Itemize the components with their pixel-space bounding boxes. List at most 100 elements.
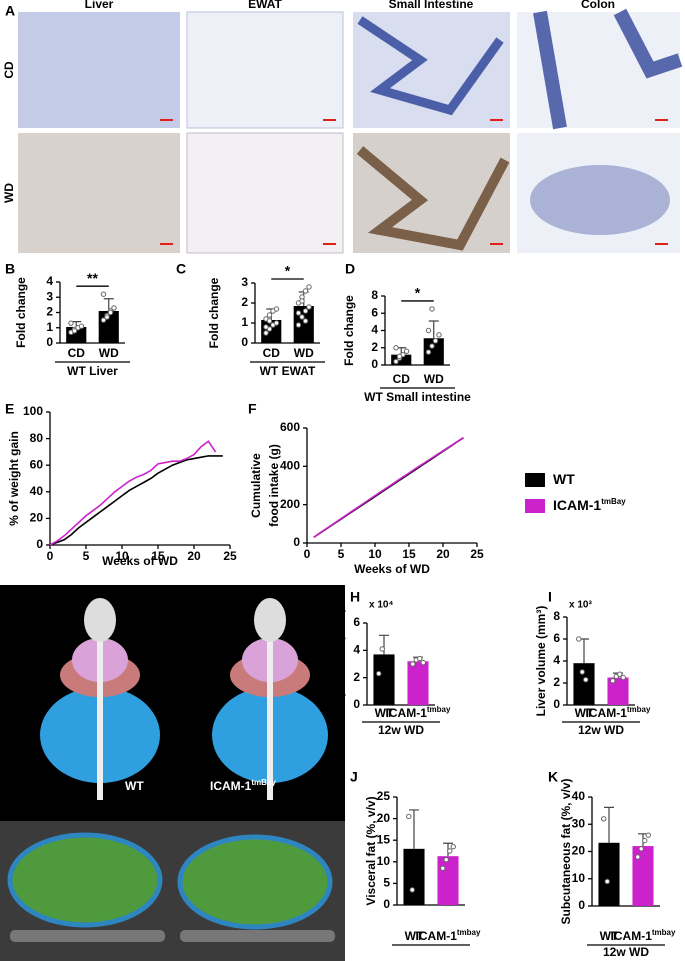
x-tick-label-sup: tmbay <box>652 928 676 937</box>
x-tick-label-main: WT <box>575 706 594 720</box>
y-tick-label: 20 <box>572 844 586 858</box>
x-axis-label: Weeks of WD <box>102 554 178 568</box>
y-tick-label: 1 <box>241 315 248 329</box>
data-point <box>111 305 117 311</box>
x-tick-label-main: ICAM-1 <box>586 706 628 720</box>
ct-section <box>7 832 163 928</box>
y-axis-label: Fold change <box>342 295 356 366</box>
y-tick-label: 20 <box>30 511 44 525</box>
y-axis-label: Body volume (mm³) <box>332 608 346 720</box>
data-point <box>583 677 589 683</box>
panel-letter: C <box>176 261 186 277</box>
x-tick-label: WT <box>600 929 619 943</box>
y-axis-label: % of weight gain <box>7 431 21 526</box>
panel-letter: J <box>350 769 358 785</box>
panel-letter: E <box>5 401 14 417</box>
x-tick-label: CD <box>263 346 281 360</box>
significance-label: * <box>415 285 421 301</box>
x-tick-label: WT <box>575 706 594 720</box>
data-point <box>447 848 453 854</box>
data-point <box>107 309 114 316</box>
y-axis-label: Visceral fat (%, v/v) <box>364 796 378 905</box>
x-tick-label-main: ICAM-1 <box>386 706 428 720</box>
y-tick-label: 8 <box>553 609 560 623</box>
image-label-main: WT <box>125 779 144 793</box>
data-point <box>266 312 273 318</box>
bar <box>423 338 444 365</box>
data-point <box>299 314 305 320</box>
data-point <box>306 284 312 290</box>
data-point <box>429 306 435 312</box>
x-tick-label: 25 <box>470 547 484 561</box>
ct-bed <box>180 930 335 942</box>
y-tick-label: 30 <box>572 816 586 830</box>
series-line <box>49 455 223 546</box>
panel-letter: H <box>350 589 360 605</box>
data-point <box>100 317 107 323</box>
data-point <box>432 338 439 344</box>
y-tick-label: 6 <box>371 305 378 319</box>
panel-g-images <box>0 585 345 961</box>
y-tick-label: 20 <box>377 811 391 825</box>
y-tick-label: 3 <box>46 289 53 303</box>
data-point <box>295 322 302 328</box>
y-axis-label: Fold change <box>14 277 28 348</box>
y-tick-label: 60 <box>30 457 44 471</box>
y-tick-label: 0 <box>371 357 378 371</box>
row-label: WD <box>2 183 16 203</box>
data-point <box>68 320 74 326</box>
data-point <box>302 308 309 314</box>
x-tick-label-main: WT <box>375 706 394 720</box>
x-tick-label: ICAM-1tmbay <box>586 705 651 721</box>
x-tick-label: WT <box>375 706 394 720</box>
micrograph <box>18 133 180 253</box>
micrograph-tissue <box>356 146 510 251</box>
y-tick-label: 2 <box>353 670 360 684</box>
x-tick-label: 0 <box>304 547 311 561</box>
group-label: 12w WD <box>603 945 649 959</box>
group-label: WT EWAT <box>260 364 316 378</box>
data-point <box>610 678 616 684</box>
series-line <box>49 440 217 546</box>
data-point <box>273 320 280 326</box>
image-label-sup: tmBay <box>251 778 276 787</box>
y-tick-label: 2 <box>46 305 53 319</box>
data-point <box>396 353 403 360</box>
x-tick-label-sup: tmbay <box>627 705 651 714</box>
y-tick-label: 8 <box>371 288 378 302</box>
x-axis-label: Weeks of WD <box>354 562 430 576</box>
x-tick-label: 20 <box>436 547 450 561</box>
x-tick-label: 0 <box>47 549 54 563</box>
panel-letter: F <box>248 401 257 417</box>
x-tick-label: 15 <box>402 547 416 561</box>
x-tick-label-main: ICAM-1 <box>416 929 458 943</box>
x-tick-label: ICAM-1tmbay <box>416 928 481 944</box>
y-axis-label: food intake (g) <box>267 444 281 527</box>
data-point <box>642 837 648 844</box>
error-bar <box>379 634 389 655</box>
row-label: CD <box>2 61 16 79</box>
panel-letter: D <box>345 261 355 277</box>
x-tick-label: WD <box>99 346 119 360</box>
data-point <box>410 661 416 667</box>
data-point <box>425 327 432 334</box>
y-tick-label: 5 <box>383 876 390 890</box>
ct-section <box>177 834 333 930</box>
x-tick-label: 20 <box>187 549 201 563</box>
legend-swatch <box>525 473 545 487</box>
x-tick-label-main: WD <box>99 346 119 360</box>
x-tick-label-main: ICAM-1 <box>611 929 653 943</box>
data-point <box>617 671 623 677</box>
legend-label-main: ICAM-1 <box>553 497 601 513</box>
data-point <box>635 854 641 860</box>
data-point <box>417 655 423 662</box>
y-tick-label: 1 <box>46 320 53 334</box>
y-axis-label: Subcutaneous fat (%, v/v) <box>559 778 573 924</box>
y-axis-label: Fold change <box>207 277 221 348</box>
data-point <box>78 323 85 329</box>
data-point <box>273 306 280 312</box>
x-tick-label-main: WT <box>600 929 619 943</box>
series-line <box>313 436 464 538</box>
x-tick-label-sup: tmbay <box>457 928 481 937</box>
y-tick-label: 10 <box>572 871 586 885</box>
